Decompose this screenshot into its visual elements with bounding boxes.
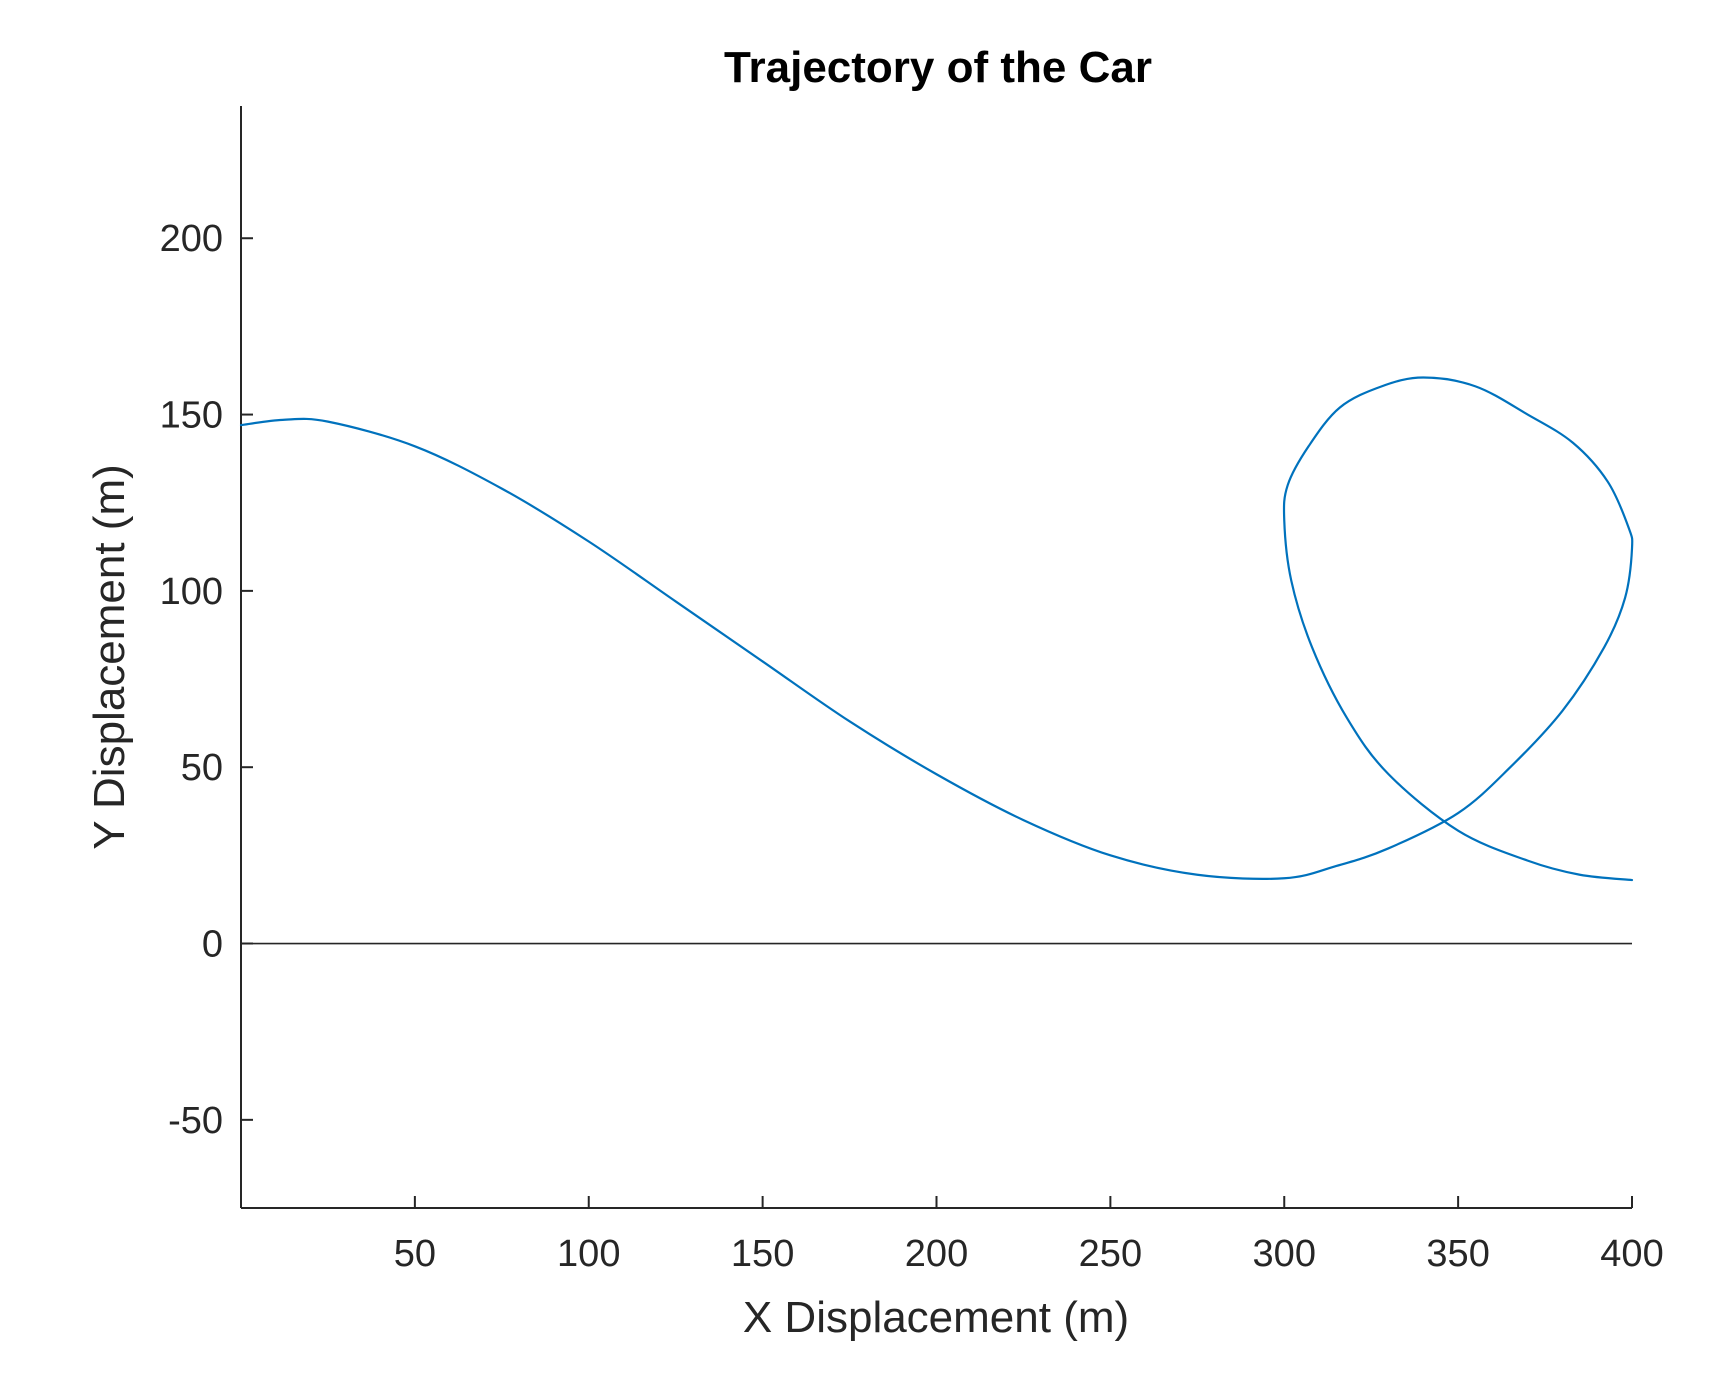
x-tick-label: 50: [394, 1233, 436, 1275]
y-tick-label: 200: [160, 218, 223, 260]
y-tick-label: -50: [168, 1100, 223, 1142]
x-tick-label: 200: [905, 1233, 968, 1275]
x-axis-label: X Displacement (m): [743, 1293, 1129, 1342]
x-tick-label: 400: [1600, 1233, 1663, 1275]
y-ticks: -50 0 50 100 150 200: [160, 218, 253, 1142]
x-tick-label: 350: [1426, 1233, 1489, 1275]
y-tick-label: 150: [160, 395, 223, 437]
chart-title: Trajectory of the Car: [724, 43, 1152, 92]
x-tick-label: 150: [731, 1233, 794, 1275]
y-axis-label: Y Displacement (m): [85, 464, 134, 850]
series-group: [239, 376, 1634, 882]
trajectory-line: [239, 376, 1634, 882]
x-tick-label: 300: [1253, 1233, 1316, 1275]
x-ticks: 50 100 150 200 250 300 350 400: [394, 1196, 1664, 1275]
x-tick-label: 250: [1079, 1233, 1142, 1275]
y-tick-label: 0: [202, 924, 223, 966]
y-tick-label: 100: [160, 571, 223, 613]
y-tick-label: 50: [181, 747, 223, 789]
axes: [240, 106, 1632, 1209]
x-tick-label: 100: [557, 1233, 620, 1275]
